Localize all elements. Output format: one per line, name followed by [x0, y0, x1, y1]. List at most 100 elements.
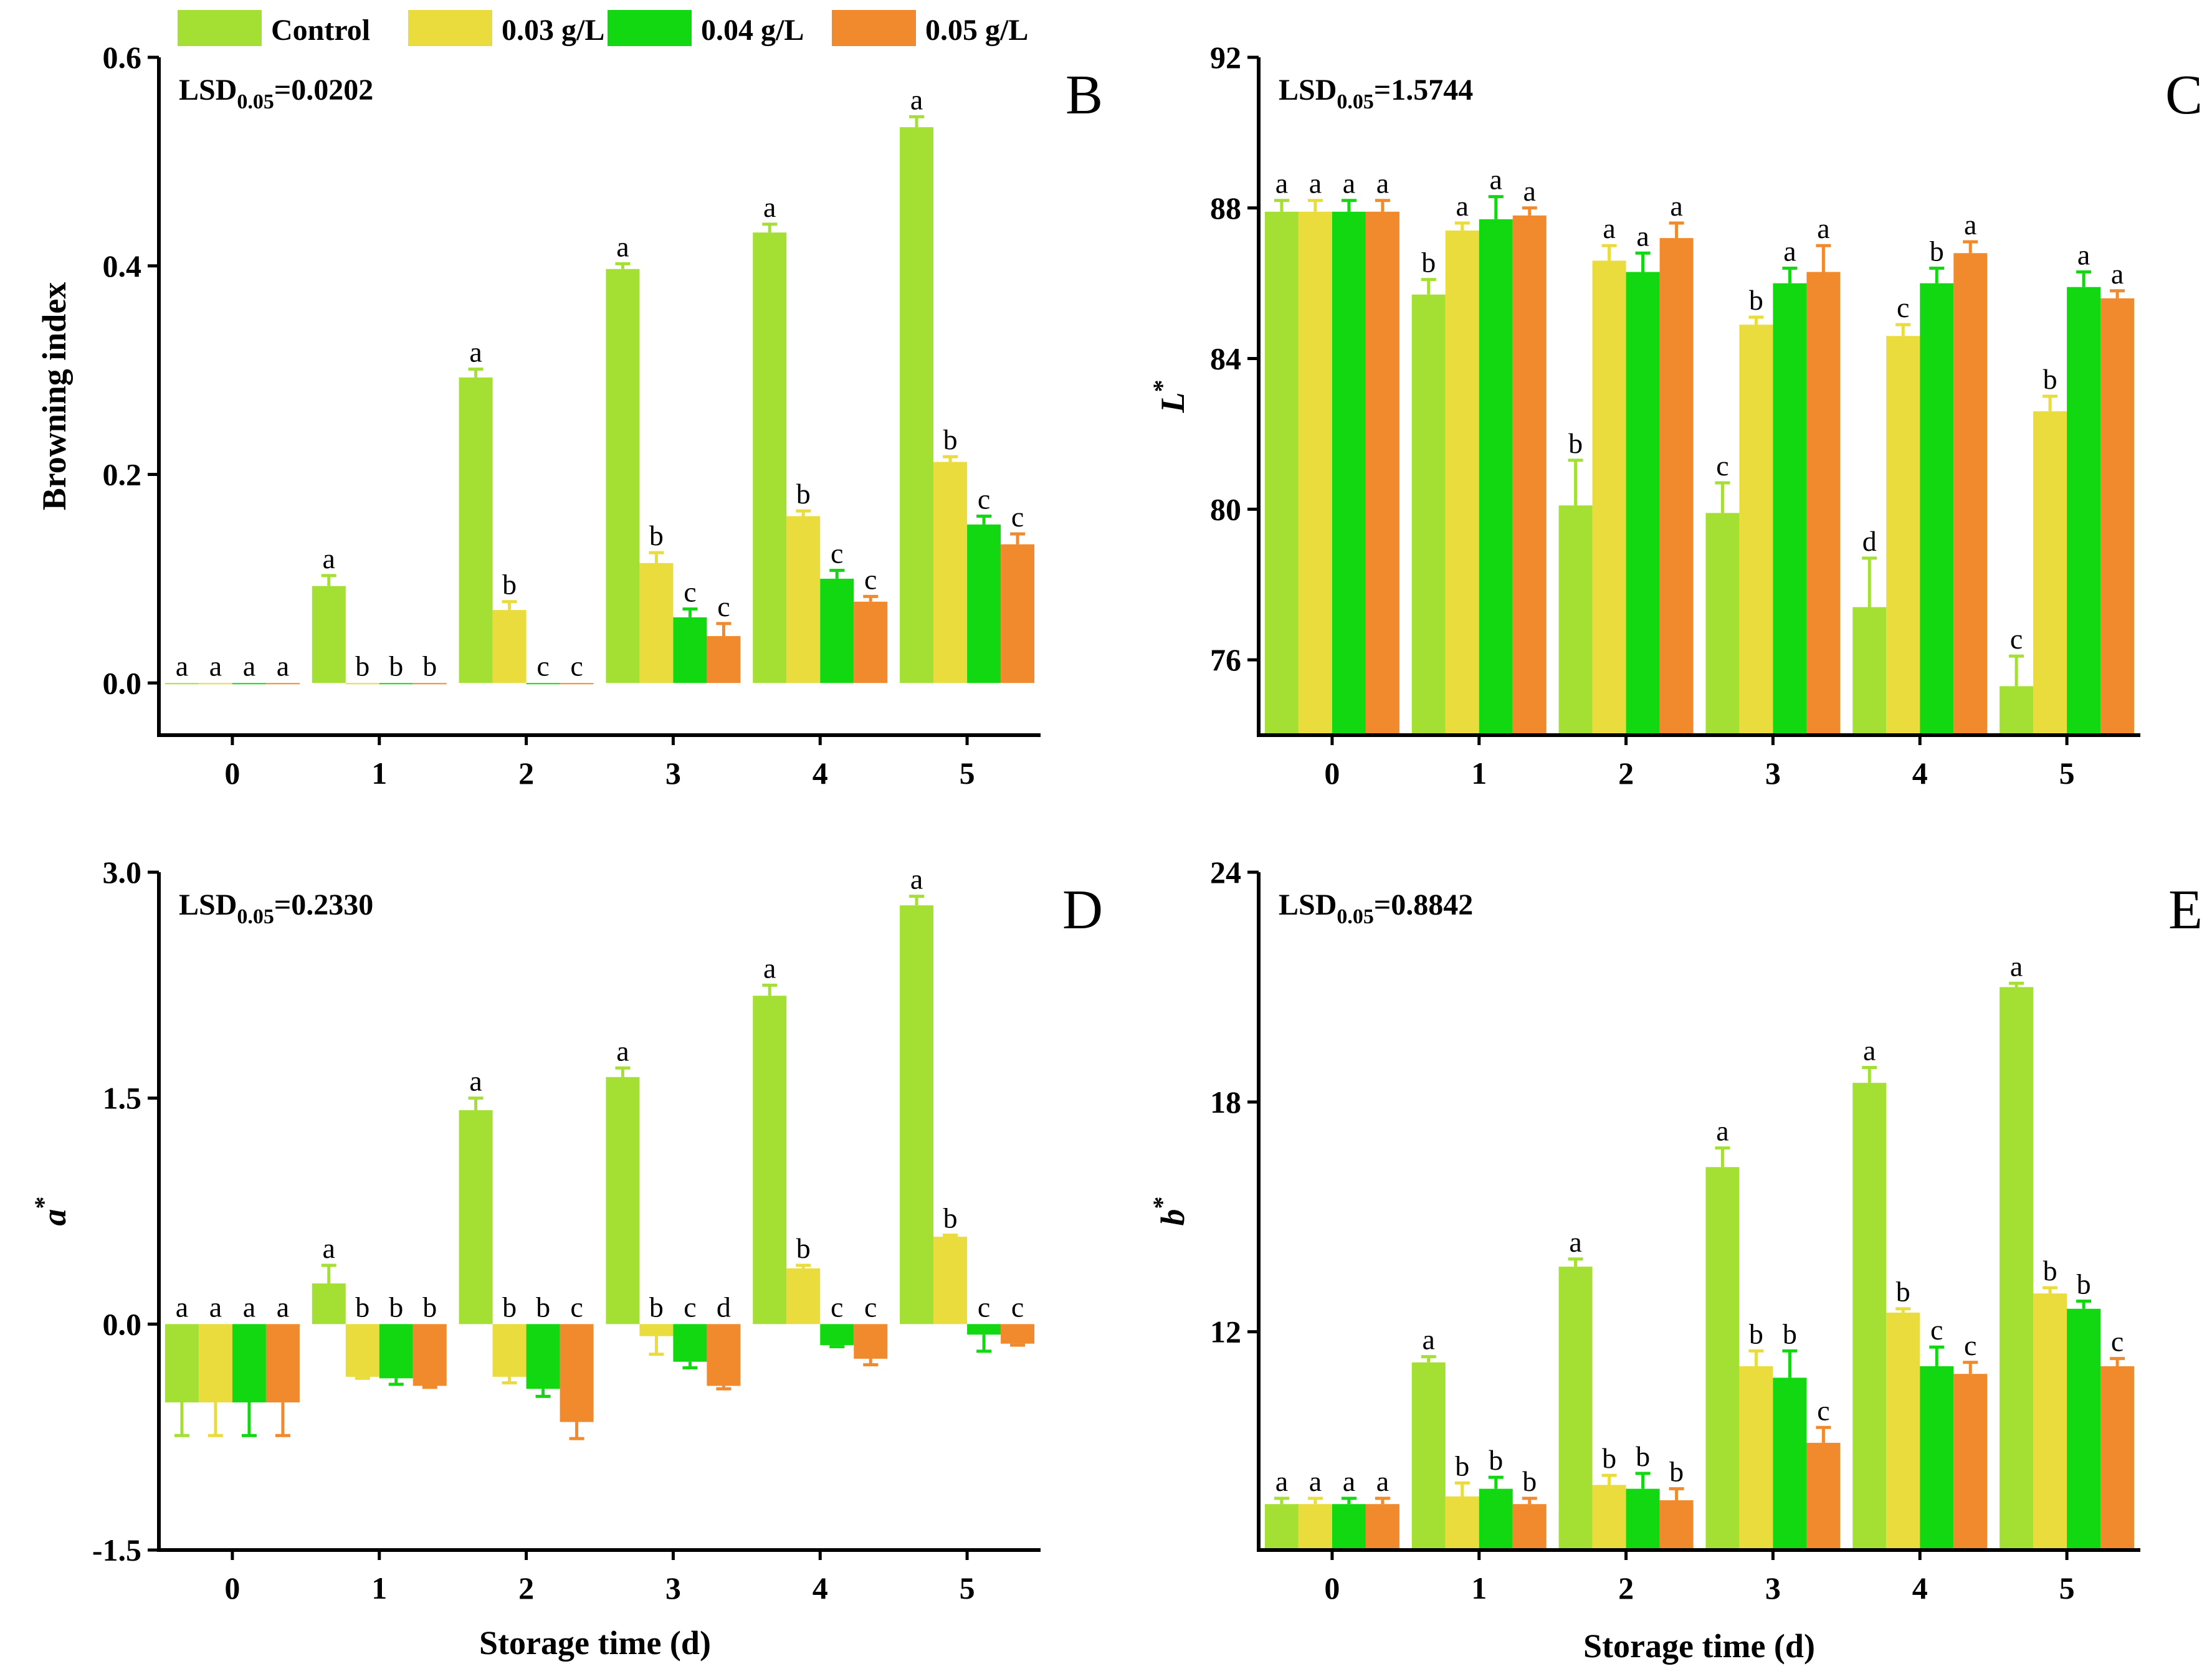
- bar[interactable]: [1626, 272, 1660, 735]
- bar[interactable]: [1332, 211, 1366, 735]
- bar[interactable]: [900, 905, 934, 1325]
- bar[interactable]: [753, 232, 787, 683]
- bar[interactable]: [312, 1283, 346, 1325]
- bar[interactable]: [933, 462, 968, 683]
- bar[interactable]: [2033, 411, 2067, 735]
- bar[interactable]: [1445, 231, 1479, 735]
- bar[interactable]: [753, 996, 787, 1325]
- bar[interactable]: [379, 1324, 413, 1379]
- bar[interactable]: [1705, 513, 1740, 735]
- bar[interactable]: [2100, 1366, 2135, 1550]
- bar[interactable]: [2100, 298, 2135, 735]
- bar[interactable]: [1886, 336, 1920, 735]
- bar[interactable]: [1512, 215, 1547, 735]
- bar[interactable]: [707, 635, 741, 683]
- bar[interactable]: [967, 524, 1001, 683]
- bar[interactable]: [379, 683, 413, 685]
- bar[interactable]: [459, 1110, 493, 1325]
- bar[interactable]: [198, 1324, 232, 1403]
- bar[interactable]: [1512, 1504, 1547, 1550]
- bar[interactable]: [1852, 607, 1887, 735]
- bar[interactable]: [1659, 1500, 1694, 1550]
- bar[interactable]: [900, 127, 934, 683]
- bar[interactable]: [1592, 260, 1626, 735]
- bar[interactable]: [1479, 1488, 1513, 1550]
- bar[interactable]: [1298, 1504, 1332, 1550]
- bar[interactable]: [854, 601, 888, 683]
- bar[interactable]: [459, 377, 493, 683]
- bar[interactable]: [164, 683, 199, 685]
- y-tick-label: 76: [1210, 642, 1241, 677]
- bar[interactable]: [1264, 1504, 1299, 1550]
- bar[interactable]: [933, 1237, 968, 1325]
- bar[interactable]: [526, 1324, 560, 1389]
- bar[interactable]: [265, 683, 300, 685]
- bar[interactable]: [2033, 1293, 2067, 1550]
- bar[interactable]: [1626, 1488, 1660, 1550]
- bar[interactable]: [1773, 1377, 1807, 1550]
- bar[interactable]: [1411, 1362, 1446, 1550]
- bar[interactable]: [2000, 686, 2034, 735]
- bar[interactable]: [412, 1324, 447, 1386]
- bar[interactable]: [786, 1268, 821, 1325]
- bar[interactable]: [1659, 238, 1694, 736]
- bar[interactable]: [1365, 211, 1399, 735]
- bar[interactable]: [1332, 1504, 1366, 1550]
- bar[interactable]: [1001, 1324, 1035, 1344]
- bar[interactable]: [1479, 219, 1513, 735]
- bar[interactable]: [1592, 1485, 1626, 1550]
- bar[interactable]: [967, 1324, 1001, 1335]
- bar[interactable]: [492, 610, 527, 683]
- bar[interactable]: [1806, 1442, 1841, 1550]
- bar[interactable]: [560, 1324, 594, 1422]
- bar[interactable]: [1739, 325, 1773, 735]
- bar[interactable]: [1920, 1366, 1954, 1550]
- bar[interactable]: [1445, 1496, 1479, 1550]
- bar[interactable]: [673, 617, 707, 683]
- bar[interactable]: [1920, 283, 1954, 736]
- bar[interactable]: [345, 1324, 379, 1377]
- bar[interactable]: [265, 1324, 300, 1403]
- bar[interactable]: [1558, 1267, 1593, 1550]
- bar[interactable]: [232, 683, 266, 685]
- bar[interactable]: [820, 1324, 854, 1346]
- bar[interactable]: [1001, 544, 1035, 683]
- bar[interactable]: [820, 578, 854, 683]
- bar[interactable]: [560, 683, 594, 685]
- bar[interactable]: [164, 1324, 199, 1403]
- bar[interactable]: [1558, 505, 1593, 735]
- significance-letter: a: [209, 1291, 222, 1323]
- bar[interactable]: [1953, 253, 1988, 735]
- bar[interactable]: [312, 586, 346, 683]
- bar[interactable]: [786, 516, 821, 683]
- significance-letter: a: [1456, 190, 1469, 222]
- bar[interactable]: [1298, 211, 1332, 735]
- bar[interactable]: [639, 563, 674, 683]
- bar[interactable]: [2000, 987, 2034, 1550]
- bar[interactable]: [606, 1077, 640, 1325]
- bar[interactable]: [1773, 283, 1807, 736]
- bar[interactable]: [1264, 211, 1299, 735]
- y-tick-label: 92: [1210, 40, 1241, 75]
- bar[interactable]: [1411, 294, 1446, 735]
- bar[interactable]: [492, 1324, 527, 1377]
- bar[interactable]: [606, 269, 640, 683]
- bar[interactable]: [673, 1324, 707, 1362]
- bar[interactable]: [1806, 272, 1841, 735]
- bar[interactable]: [1365, 1504, 1399, 1550]
- bar[interactable]: [1886, 1312, 1920, 1550]
- bar[interactable]: [345, 683, 379, 685]
- bar[interactable]: [2067, 287, 2101, 735]
- bar[interactable]: [2067, 1308, 2101, 1550]
- bar[interactable]: [1705, 1167, 1740, 1550]
- bar[interactable]: [412, 683, 447, 685]
- bar[interactable]: [1852, 1083, 1887, 1550]
- bar[interactable]: [639, 1324, 674, 1336]
- bar[interactable]: [707, 1324, 741, 1386]
- bar[interactable]: [1953, 1374, 1988, 1550]
- bar[interactable]: [854, 1324, 888, 1359]
- bar[interactable]: [232, 1324, 266, 1403]
- bar[interactable]: [1739, 1366, 1773, 1550]
- bar[interactable]: [526, 683, 560, 685]
- bar[interactable]: [198, 683, 232, 685]
